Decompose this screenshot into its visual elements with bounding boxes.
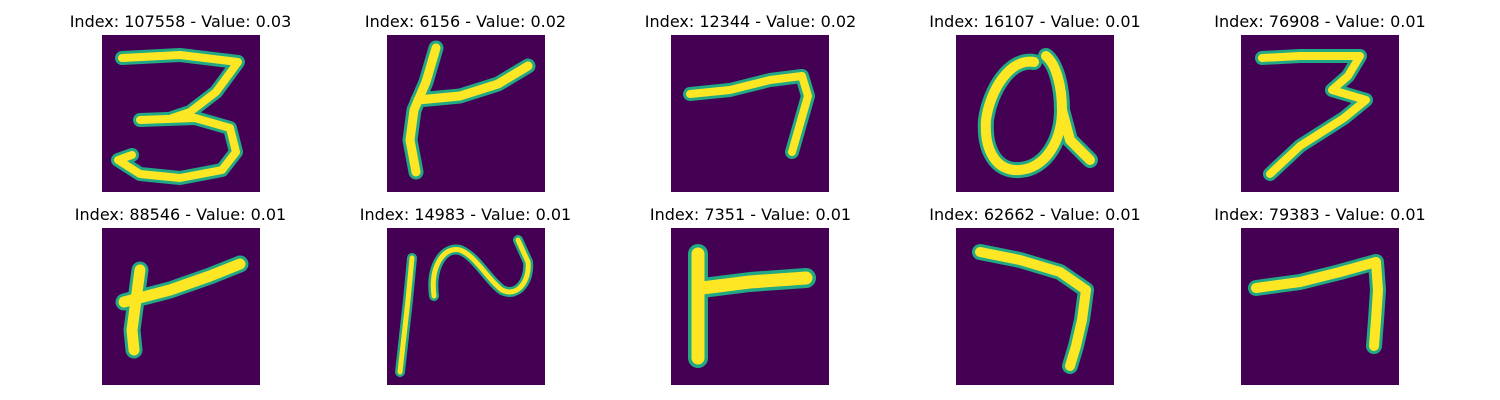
handwriting-stroke <box>1248 254 1386 354</box>
panel-title: Index: 14983 - Value: 0.01 <box>360 205 571 224</box>
image-panel: Index: 7351 - Value: 0.01 <box>650 205 851 385</box>
panel-title: Index: 16107 - Value: 0.01 <box>929 12 1140 31</box>
handwriting-stroke <box>1255 49 1373 181</box>
handwriting-stroke <box>395 235 534 377</box>
handwriting-stroke <box>111 48 245 185</box>
handwriting-stroke <box>972 244 1094 374</box>
image-panel: Index: 16107 - Value: 0.01 <box>929 12 1141 192</box>
image-panel: Index: 107558 - Value: 0.03 <box>70 12 292 192</box>
panel-title: Index: 6156 - Value: 0.02 <box>365 12 566 31</box>
panel-title: Index: 7351 - Value: 0.01 <box>650 205 851 224</box>
image-panel: Index: 76908 - Value: 0.01 <box>1214 12 1426 192</box>
image-panel: Index: 6156 - Value: 0.02 <box>365 12 566 192</box>
image-panel: Index: 14983 - Value: 0.01 <box>360 205 571 385</box>
panel-title: Index: 76908 - Value: 0.01 <box>1214 12 1425 31</box>
image-panel: Index: 12344 - Value: 0.02 <box>645 12 856 192</box>
image-panel: Index: 79383 - Value: 0.01 <box>1214 205 1426 385</box>
handwriting-stroke <box>683 69 815 159</box>
handwriting-stroke <box>402 40 536 180</box>
image-panel: Index: 88546 - Value: 0.01 <box>75 205 286 385</box>
panel-title: Index: 88546 - Value: 0.01 <box>75 205 286 224</box>
handwriting-stroke <box>688 244 816 368</box>
panel-title: Index: 62662 - Value: 0.01 <box>929 205 1140 224</box>
image-panel: Index: 62662 - Value: 0.01 <box>929 205 1141 385</box>
panel-title: Index: 79383 - Value: 0.01 <box>1214 205 1425 224</box>
handwriting-stroke <box>977 48 1098 179</box>
panel-title: Index: 107558 - Value: 0.03 <box>70 12 292 31</box>
panel-title: Index: 12344 - Value: 0.02 <box>645 12 856 31</box>
handwriting-stroke <box>115 255 249 359</box>
